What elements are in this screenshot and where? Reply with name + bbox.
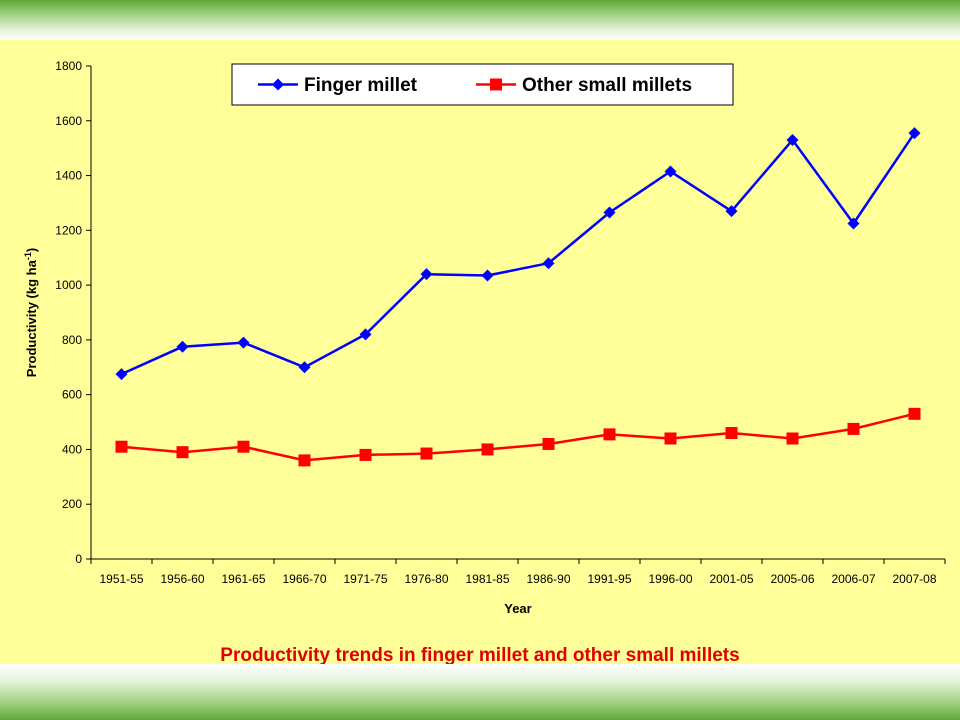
data-point-finger-millet	[847, 217, 860, 230]
y-tick-label: 0	[75, 552, 82, 566]
data-point-other-small-millets	[298, 454, 311, 467]
data-point-other-small-millets	[420, 447, 433, 460]
data-point-other-small-millets	[847, 422, 860, 435]
y-axis-title-close: )	[24, 248, 39, 252]
series-line-finger-millet	[120, 132, 916, 376]
legend-label-other-small-millets: Other small millets	[522, 75, 692, 96]
data-point-finger-millet	[603, 206, 616, 219]
top-gradient-band	[0, 0, 960, 40]
data-point-finger-millet	[481, 269, 494, 282]
x-tick-label: 1951-55	[99, 572, 143, 586]
productivity-line-chart: 0 200 400 600 800 1000 1200 1400 1600 1800 1951-5…	[23, 59, 946, 616]
data-point-finger-millet	[542, 257, 555, 270]
data-point-finger-millet	[115, 368, 128, 381]
data-point-finger-millet	[237, 336, 250, 349]
data-point-other-small-millets	[786, 432, 799, 445]
series-line-other-small-millets	[121, 412, 915, 462]
y-tick-label: 800	[62, 333, 82, 347]
data-point-finger-millet	[786, 133, 799, 146]
y-tick-label: 1200	[55, 223, 82, 237]
chart-series	[115, 127, 921, 467]
legend-entry-finger-millet: Finger millet	[258, 75, 418, 96]
y-axis-title-main: Productivity (kg ha	[24, 259, 39, 377]
slide-caption: Productivity trends in finger millet and…	[220, 645, 740, 664]
legend-marker-other-small-millets	[490, 78, 502, 91]
data-point-finger-millet	[908, 127, 921, 140]
x-tick-label: 1991-95	[587, 572, 631, 586]
x-tick-label: 1961-65	[221, 572, 265, 586]
chart-legend: Finger millet Other small millets	[231, 63, 734, 106]
series-finger-millet	[115, 127, 921, 381]
x-tick-label: 1971-75	[343, 572, 387, 586]
x-tick-label: 1981-85	[465, 572, 509, 586]
y-tick-label: 1000	[55, 278, 82, 292]
y-axis-ticks: 0 200 400 600 800 1000 1200 1400 1600 1800	[55, 59, 91, 566]
y-tick-label: 1400	[55, 169, 82, 183]
data-point-other-small-millets	[176, 446, 189, 459]
data-point-other-small-millets	[481, 443, 494, 456]
x-tick-label: 1976-80	[404, 572, 448, 586]
data-point-finger-millet	[298, 361, 311, 374]
data-point-other-small-millets	[664, 432, 677, 445]
y-tick-label: 1600	[55, 114, 82, 128]
data-point-finger-millet	[725, 205, 738, 218]
data-point-other-small-millets	[908, 407, 921, 420]
data-point-other-small-millets	[542, 437, 555, 450]
x-tick-label: 1966-70	[282, 572, 326, 586]
x-axis-title: Year	[504, 601, 531, 616]
data-point-finger-millet	[176, 340, 189, 353]
x-tick-label: 2007-08	[892, 572, 936, 586]
data-point-other-small-millets	[603, 428, 616, 441]
y-axis-title: Productivity (kg ha-1)	[23, 248, 39, 377]
y-tick-label: 600	[62, 388, 82, 402]
data-point-other-small-millets	[725, 427, 738, 440]
y-tick-label: 200	[62, 497, 82, 511]
slide: 0 200 400 600 800 1000 1200 1400 1600 1800 1951-5…	[0, 40, 960, 664]
chart-axes	[90, 66, 945, 560]
x-tick-label: 2001-05	[709, 572, 753, 586]
x-tick-label: 2005-06	[770, 572, 814, 586]
x-axis-ticks: 1951-55 1956-60 1961-65 1966-70 1971-75 1976-…	[90, 559, 946, 586]
data-point-finger-millet	[359, 328, 372, 341]
bottom-gradient-band	[0, 664, 960, 720]
y-tick-label: 1800	[55, 59, 82, 73]
x-tick-label: 1996-00	[648, 572, 692, 586]
series-other-small-millets	[115, 407, 921, 467]
data-point-finger-millet	[664, 165, 677, 178]
data-point-other-small-millets	[237, 440, 250, 453]
y-tick-label: 400	[62, 442, 82, 456]
x-tick-label: 1956-60	[160, 572, 204, 586]
data-point-finger-millet	[420, 268, 433, 281]
legend-marker-finger-millet	[272, 78, 284, 91]
legend-label-finger-millet: Finger millet	[304, 75, 418, 96]
x-tick-label: 1986-90	[526, 572, 570, 586]
legend-entry-other-small-millets: Other small millets	[476, 75, 692, 96]
x-tick-label: 2006-07	[831, 572, 875, 586]
y-axis-title-superscript: -1	[23, 252, 33, 260]
data-point-other-small-millets	[359, 448, 372, 461]
data-point-other-small-millets	[115, 440, 128, 453]
